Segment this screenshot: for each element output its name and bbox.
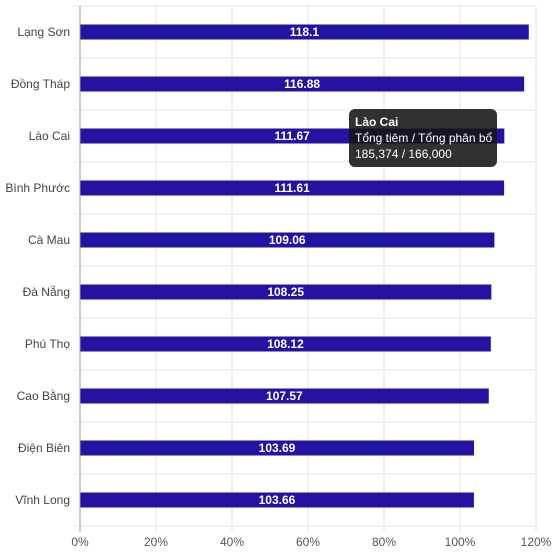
x-tick-label: 80% [372,535,396,549]
data-label: 107.57 [266,389,303,403]
data-label: 108.12 [267,337,304,351]
x-tick-label: 60% [296,535,320,549]
x-tick-label: 20% [144,535,168,549]
tooltip-title: Lào Cai [355,115,399,129]
category-label: Bình Phước [5,181,70,195]
chart-tooltip: Lào Cai Tổng tiêm / Tổng phân bổ 185,374… [349,109,497,167]
tooltip-metric-label: Tổng tiêm / Tổng phân bổ [355,131,493,145]
category-label: Điện Biên [18,441,70,455]
data-label: 103.69 [259,441,296,455]
category-label: Phú Thọ [25,337,70,351]
bar[interactable] [80,440,475,456]
x-tick-label: 100% [445,535,476,549]
data-label: 116.88 [284,77,320,91]
labels: 0% 20% 40% 60% 80% 100% 120% Lạng Sơn 118.1 Đồng … [5,25,551,549]
category-label: Cà Mau [28,233,70,247]
bar[interactable] [80,24,529,40]
category-label: Lào Cai [29,129,70,143]
tooltip-metric-value: 185,374 / 166,000 [355,147,452,161]
x-tick-label: 40% [220,535,244,549]
data-label: 111.67 [274,129,310,143]
bar[interactable] [80,76,525,92]
bar[interactable] [80,388,489,404]
data-label: 103.66 [259,493,296,507]
x-tick-label: 0% [71,535,89,549]
bar[interactable] [80,284,492,300]
category-label: Vĩnh Long [15,493,70,507]
category-label: Lạng Sơn [17,25,70,39]
bar[interactable] [80,492,474,508]
x-tick-label: 120% [521,535,552,549]
category-label: Cao Bằng [17,388,70,403]
bar[interactable] [80,232,495,248]
data-label: 109.06 [269,233,306,247]
data-label: 111.61 [274,181,310,195]
data-label: 108.25 [267,285,304,299]
data-label: 118.1 [290,25,320,39]
grid [74,5,537,532]
category-label: Đồng Tháp [11,77,70,91]
category-label: Đà Nẵng [23,284,70,299]
bar[interactable] [80,180,505,196]
bar[interactable] [80,336,491,352]
